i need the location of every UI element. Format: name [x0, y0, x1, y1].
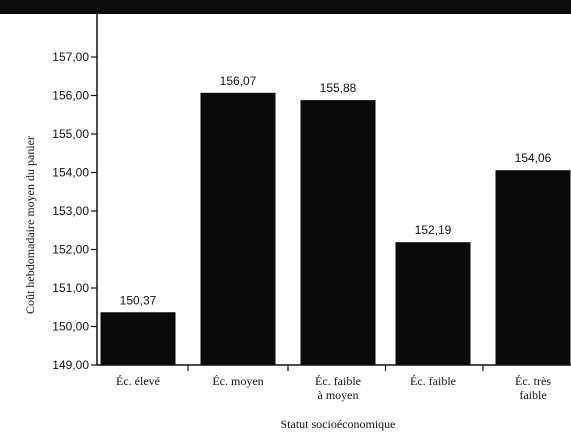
chart-axes: 149,00 150,00 151,00 152,00 153,00 154,00 155,… [52, 14, 571, 372]
data-label: 154,06 [515, 151, 552, 165]
data-label: 150,37 [120, 293, 157, 307]
y-tick-label: 157,00 [52, 50, 89, 64]
bar [100, 312, 176, 365]
bar [300, 100, 376, 366]
category-label: Éc. très faible [515, 374, 551, 402]
data-label: 155,88 [320, 81, 357, 95]
y-tick-label: 149,00 [52, 358, 89, 372]
top-dark-band [0, 0, 571, 14]
category-label: Éc. élevé [116, 374, 160, 388]
category-label: Éc. faible à moyen [315, 374, 361, 402]
category-label: Éc. faible [410, 374, 456, 388]
bar [395, 242, 471, 365]
y-tick-label: 151,00 [52, 281, 89, 295]
y-tick-label: 150,00 [52, 320, 89, 334]
y-tick-label: 156,00 [52, 89, 89, 103]
category-label: Éc. moyen [212, 374, 263, 388]
data-label: 156,07 [220, 74, 257, 88]
y-tick-label: 155,00 [52, 127, 89, 141]
bar [495, 170, 571, 365]
y-tick-label: 152,00 [52, 243, 89, 257]
chart-labels: 150,37 Éc. élevé 156,07 Éc. moyen 155,88 Éc. … [116, 74, 552, 402]
chart-bars [100, 92, 571, 366]
y-axis-title: Coût hebdomadaire moyen du panier [23, 136, 37, 314]
bar [200, 92, 276, 366]
y-tick-label: 154,00 [52, 166, 89, 180]
y-tick-label: 153,00 [52, 204, 89, 218]
x-axis-title: Statut socioéconomique [281, 417, 396, 431]
data-label: 152,19 [415, 223, 452, 237]
